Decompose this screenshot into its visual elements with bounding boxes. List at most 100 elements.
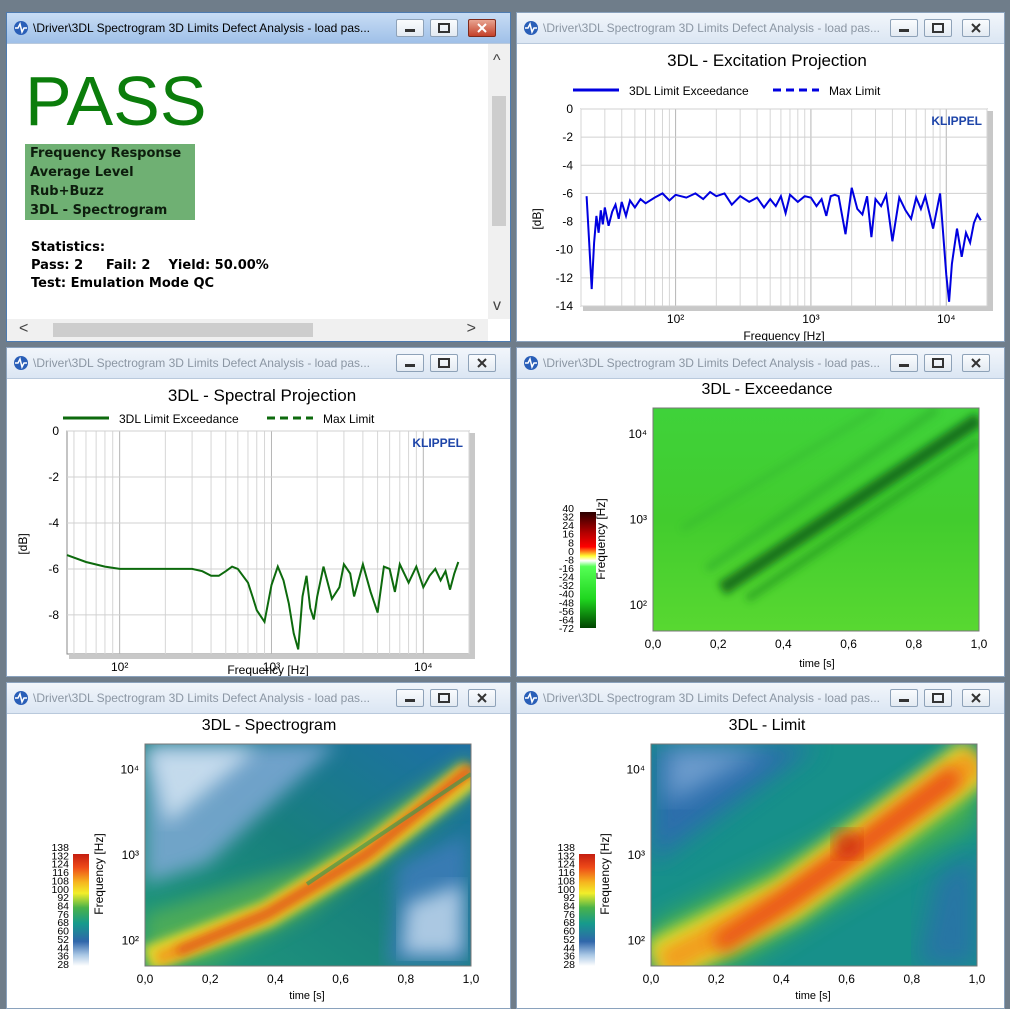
title-bar[interactable]: \Driver\3DL Spectrogram 3D Limits Defect… bbox=[517, 13, 1004, 44]
vertical-scroll-thumb[interactable] bbox=[492, 96, 506, 226]
colorbar-tick-label: -72 bbox=[559, 623, 574, 635]
close-icon bbox=[477, 23, 487, 33]
plot-border bbox=[652, 407, 980, 632]
horizontal-scroll-thumb[interactable] bbox=[53, 323, 313, 337]
close-icon bbox=[971, 23, 981, 33]
x-tick-label: 10⁴ bbox=[414, 660, 433, 674]
x-axis-label: Frequency [Hz] bbox=[743, 329, 824, 341]
x-tick-label: 0,6 bbox=[840, 637, 857, 651]
scroll-left-icon[interactable]: < bbox=[19, 320, 29, 337]
colorbar-tick-label: 108 bbox=[51, 875, 69, 887]
title-bar[interactable]: \Driver\3DL Spectrogram 3D Limits Defect… bbox=[517, 348, 1004, 379]
exceedance-window[interactable]: \Driver\3DL Spectrogram 3D Limits Defect… bbox=[516, 347, 1005, 677]
minimize-icon bbox=[899, 29, 909, 32]
brand-label: KLIPPEL bbox=[412, 436, 463, 450]
close-button[interactable] bbox=[962, 19, 990, 37]
spectrogram-window[interactable]: \Driver\3DL Spectrogram 3D Limits Defect… bbox=[6, 682, 511, 1009]
exceedance-heatmap: 3DL - Exceedance 4032241680-8-16-24-32-4… bbox=[559, 381, 988, 670]
minimize-button[interactable] bbox=[890, 354, 918, 372]
maximize-icon bbox=[932, 693, 944, 703]
maximize-button[interactable] bbox=[924, 19, 952, 37]
app-icon bbox=[524, 356, 538, 370]
spectral-projection-window[interactable]: \Driver\3DL Spectrogram 3D Limits Defect… bbox=[6, 347, 511, 677]
y-tick-label: -8 bbox=[48, 608, 59, 622]
x-tick-label: 0,4 bbox=[267, 972, 284, 986]
y-tick-label: 10² bbox=[630, 598, 647, 612]
pass-window[interactable]: \Driver\3DL Spectrogram 3D Limits Defect… bbox=[6, 12, 511, 342]
plot-shadow bbox=[469, 433, 475, 656]
x-tick-label: 0,6 bbox=[332, 972, 349, 986]
window-title: \Driver\3DL Spectrogram 3D Limits Defect… bbox=[33, 356, 371, 370]
colorbar-tick-label: 138 bbox=[557, 842, 575, 854]
scroll-down-icon[interactable]: v bbox=[493, 297, 501, 314]
y-tick-label: 10² bbox=[628, 933, 645, 947]
colorbar-tick-label: 100 bbox=[557, 884, 575, 896]
minimize-icon bbox=[405, 364, 415, 367]
x-tick-label: 10³ bbox=[263, 660, 280, 674]
close-button[interactable] bbox=[962, 689, 990, 707]
y-tick-label: 10³ bbox=[630, 513, 647, 527]
colorbar-tick-label: 116 bbox=[558, 867, 575, 879]
brand-label: KLIPPEL bbox=[931, 114, 982, 128]
minimize-button[interactable] bbox=[396, 689, 424, 707]
y-axis-label: Frequency [Hz] bbox=[92, 833, 106, 914]
minimize-button[interactable] bbox=[890, 19, 918, 37]
colorbar bbox=[579, 854, 595, 966]
y-tick-label: 10⁴ bbox=[626, 763, 645, 777]
colorbar-tick-label: 124 bbox=[51, 859, 69, 871]
colorbar-tick-label: 68 bbox=[57, 917, 69, 929]
minimize-button[interactable] bbox=[396, 354, 424, 372]
colorbar-tick-label: 84 bbox=[563, 901, 575, 913]
colorbar-tick-label: 52 bbox=[57, 934, 69, 946]
colorbar-tick-label: 138 bbox=[51, 842, 69, 854]
maximize-button[interactable] bbox=[430, 19, 458, 37]
maximize-button[interactable] bbox=[430, 689, 458, 707]
maximize-icon bbox=[932, 358, 944, 368]
window-title: \Driver\3DL Spectrogram 3D Limits Defect… bbox=[543, 691, 881, 705]
scroll-right-icon[interactable]: > bbox=[466, 320, 476, 337]
y-tick-label: 0 bbox=[566, 102, 573, 116]
title-bar[interactable]: \Driver\3DL Spectrogram 3D Limits Defect… bbox=[7, 683, 510, 714]
limit-window[interactable]: \Driver\3DL Spectrogram 3D Limits Defect… bbox=[516, 682, 1005, 1009]
maximize-button[interactable] bbox=[924, 354, 952, 372]
x-tick-label: 0,2 bbox=[710, 637, 727, 651]
colorbar-tick-label: -48 bbox=[559, 597, 574, 609]
title-bar[interactable]: \Driver\3DL Spectrogram 3D Limits Defect… bbox=[517, 683, 1004, 714]
app-icon bbox=[14, 691, 28, 705]
plot-border bbox=[144, 743, 472, 967]
excitation-projection-window[interactable]: \Driver\3DL Spectrogram 3D Limits Defect… bbox=[516, 12, 1005, 342]
legend-max-limit-label: Max Limit bbox=[829, 84, 881, 98]
minimize-button[interactable] bbox=[890, 689, 918, 707]
maximize-button[interactable] bbox=[430, 354, 458, 372]
minimize-icon bbox=[899, 364, 909, 367]
colorbar-tick-label: 100 bbox=[51, 884, 69, 896]
heatmap-image bbox=[145, 744, 471, 966]
y-tick-label: 10⁴ bbox=[120, 763, 139, 777]
colorbar-tick-label: 124 bbox=[557, 859, 575, 871]
title-bar[interactable]: \Driver\3DL Spectrogram 3D Limits Defect… bbox=[7, 13, 510, 44]
y-tick-label: -4 bbox=[562, 158, 573, 172]
maximize-button[interactable] bbox=[924, 689, 952, 707]
result-text: PASS bbox=[25, 62, 207, 140]
minimize-button[interactable] bbox=[396, 19, 424, 37]
close-button[interactable] bbox=[468, 354, 496, 372]
x-tick-label: 10² bbox=[667, 312, 684, 326]
plot-area bbox=[66, 430, 470, 655]
y-axis-label: [dB] bbox=[530, 208, 544, 229]
y-tick-label: 10³ bbox=[628, 848, 645, 862]
colorbar-tick-label: -56 bbox=[559, 606, 574, 618]
colorbar-tick-label: 60 bbox=[57, 926, 69, 938]
close-button[interactable] bbox=[468, 689, 496, 707]
colorbar-tick-label: 36 bbox=[57, 951, 69, 963]
excitation-chart: 3DL - Excitation Projection 3DL Limit Ex… bbox=[530, 51, 993, 341]
title-bar[interactable]: \Driver\3DL Spectrogram 3D Limits Defect… bbox=[7, 348, 510, 379]
criterion-rub-buzz: Rub+Buzz bbox=[25, 182, 195, 201]
colorbar-tick-label: 76 bbox=[57, 909, 69, 921]
close-button[interactable] bbox=[962, 354, 990, 372]
x-tick-label: 0,6 bbox=[838, 972, 855, 986]
close-button[interactable] bbox=[468, 19, 496, 37]
vertical-scrollbar[interactable]: ^ v bbox=[488, 44, 510, 319]
horizontal-scrollbar[interactable]: < > bbox=[7, 319, 488, 341]
scroll-up-icon[interactable]: ^ bbox=[493, 52, 501, 69]
plot-shadow bbox=[583, 306, 993, 311]
